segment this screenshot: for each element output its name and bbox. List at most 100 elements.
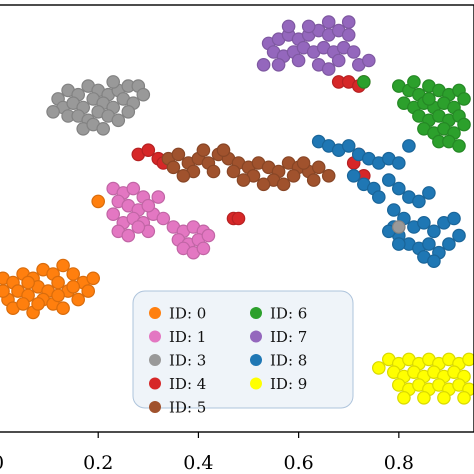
legend-marker bbox=[149, 307, 161, 319]
data-point bbox=[408, 76, 420, 88]
data-point bbox=[272, 59, 284, 71]
data-point bbox=[122, 229, 134, 241]
legend-label: ID: 0 bbox=[169, 305, 206, 323]
data-point bbox=[398, 392, 410, 404]
data-point bbox=[52, 289, 64, 301]
data-point bbox=[92, 195, 104, 207]
data-point bbox=[227, 165, 239, 177]
data-point bbox=[22, 276, 34, 288]
data-point bbox=[122, 106, 134, 118]
data-point bbox=[453, 229, 465, 241]
data-point bbox=[403, 140, 415, 152]
x-tick-label: 0.8 bbox=[384, 452, 414, 474]
data-point bbox=[57, 302, 69, 314]
data-point bbox=[458, 93, 470, 105]
data-point bbox=[97, 123, 109, 135]
data-point bbox=[423, 93, 435, 105]
data-point bbox=[82, 285, 94, 297]
legend-marker bbox=[149, 378, 161, 390]
data-point bbox=[137, 89, 149, 101]
data-point bbox=[358, 76, 370, 88]
data-point bbox=[47, 106, 59, 118]
data-point bbox=[393, 221, 405, 233]
legend-marker bbox=[149, 354, 161, 366]
data-point bbox=[418, 392, 430, 404]
legend-marker bbox=[250, 378, 262, 390]
data-point bbox=[292, 54, 304, 66]
data-point bbox=[142, 200, 154, 212]
data-point bbox=[308, 174, 320, 186]
data-point bbox=[373, 362, 385, 374]
data-point bbox=[343, 16, 355, 28]
legend-label: ID: 5 bbox=[169, 399, 206, 417]
legend-label: ID: 6 bbox=[270, 305, 307, 323]
data-point bbox=[313, 161, 325, 173]
legend-label: ID: 8 bbox=[270, 352, 307, 370]
data-point bbox=[17, 298, 29, 310]
data-point bbox=[207, 165, 219, 177]
data-point bbox=[393, 238, 405, 250]
legend-label: ID: 4 bbox=[169, 375, 206, 393]
data-point bbox=[297, 157, 309, 169]
legend: ID: 0 ID: 1 ID: 3 ID: 4 ID: 5 ID: 6 ID: 7 ID: 8… bbox=[133, 291, 353, 417]
legend-marker bbox=[149, 401, 161, 413]
legend-box bbox=[133, 291, 353, 408]
legend-marker bbox=[149, 331, 161, 343]
data-point bbox=[443, 238, 455, 250]
data-point bbox=[458, 118, 470, 130]
data-point bbox=[202, 229, 214, 241]
data-point bbox=[428, 225, 440, 237]
data-point bbox=[132, 221, 144, 233]
data-point bbox=[428, 255, 440, 267]
data-point bbox=[453, 140, 465, 152]
data-point bbox=[393, 182, 405, 194]
data-point bbox=[232, 212, 244, 224]
data-point bbox=[87, 272, 99, 284]
data-point bbox=[413, 195, 425, 207]
data-point bbox=[323, 63, 335, 75]
data-point bbox=[393, 157, 405, 169]
data-point bbox=[67, 281, 79, 293]
data-point bbox=[72, 293, 84, 305]
data-point bbox=[348, 170, 360, 182]
data-point bbox=[383, 174, 395, 186]
data-point bbox=[197, 144, 209, 156]
data-point bbox=[127, 182, 139, 194]
data-point bbox=[167, 161, 179, 173]
data-point bbox=[363, 54, 375, 66]
x-tick-label: 0 bbox=[0, 452, 4, 474]
data-point bbox=[373, 191, 385, 203]
data-point bbox=[217, 144, 229, 156]
x-tick-label: 0.2 bbox=[83, 452, 113, 474]
data-point bbox=[303, 20, 315, 32]
legend-marker bbox=[250, 354, 262, 366]
data-point bbox=[423, 187, 435, 199]
legend-marker bbox=[250, 331, 262, 343]
data-point bbox=[333, 54, 345, 66]
data-point bbox=[323, 170, 335, 182]
data-point bbox=[67, 268, 79, 280]
data-point bbox=[107, 76, 119, 88]
data-point bbox=[257, 178, 269, 190]
data-point bbox=[388, 204, 400, 216]
data-point bbox=[57, 259, 69, 271]
data-point bbox=[458, 392, 470, 404]
data-point bbox=[0, 285, 9, 297]
data-point bbox=[152, 191, 164, 203]
legend-marker bbox=[250, 307, 262, 319]
data-point bbox=[282, 20, 294, 32]
data-point bbox=[448, 212, 460, 224]
data-point bbox=[177, 170, 189, 182]
data-point bbox=[142, 144, 154, 156]
data-point bbox=[323, 16, 335, 28]
data-point bbox=[277, 178, 289, 190]
legend-label: ID: 1 bbox=[169, 328, 206, 346]
data-point bbox=[343, 140, 355, 152]
data-point bbox=[112, 114, 124, 126]
data-point bbox=[423, 238, 435, 250]
legend-label: ID: 9 bbox=[270, 375, 307, 393]
x-axis: 0 0.2 0.4 0.6 0.8 bbox=[0, 432, 414, 474]
data-point bbox=[107, 208, 119, 220]
data-point bbox=[172, 148, 184, 160]
